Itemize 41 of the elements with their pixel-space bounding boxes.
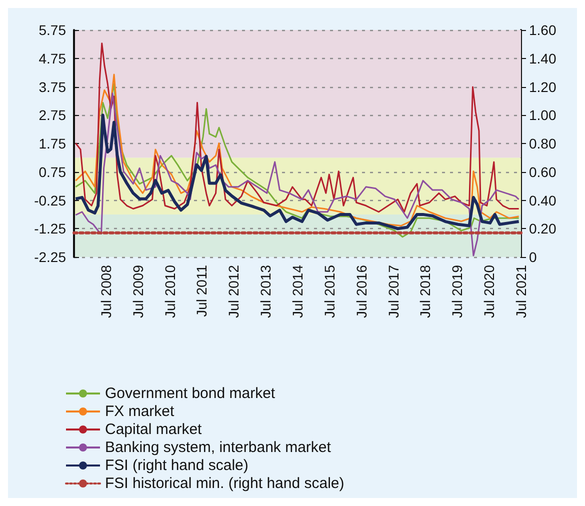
y2-tick-label: 0.20 bbox=[529, 220, 556, 237]
legend-label: FSI historical min. (right hand scale) bbox=[105, 475, 344, 492]
x-tick-label: Jul 2020 bbox=[481, 264, 498, 318]
y-tick-label: -2.25 bbox=[34, 249, 66, 265]
y-tick-label: 5.75 bbox=[38, 22, 66, 38]
legend-label: FX market bbox=[105, 403, 176, 420]
y2-tick-label: 0.80 bbox=[529, 136, 556, 152]
x-tick-label: Jul 2021 bbox=[513, 264, 529, 318]
x-tick-label: Jul 2016 bbox=[353, 264, 370, 318]
y2-tick-label: 1.60 bbox=[529, 22, 556, 38]
y-tick-label: 3.75 bbox=[38, 78, 66, 95]
line-series bbox=[74, 114, 520, 230]
line-series bbox=[74, 92, 520, 256]
legend-label: Capital market bbox=[105, 421, 203, 438]
x-tick-label: Jul 2013 bbox=[258, 264, 274, 318]
legend-label: Banking system, interbank market bbox=[105, 439, 332, 456]
legend-label: Government bond market bbox=[105, 385, 276, 402]
x-tick-label: Jul 2019 bbox=[449, 264, 466, 318]
y-tick-label: -1.25 bbox=[34, 220, 66, 237]
y-tick-label: 2.75 bbox=[38, 107, 66, 124]
x-tick-label: Jul 2017 bbox=[385, 264, 402, 318]
y2-tick-label: 1.40 bbox=[529, 50, 556, 66]
y2-tick-label: 1.00 bbox=[529, 107, 556, 124]
x-tick-label: Jul 2009 bbox=[130, 264, 146, 318]
y2-tick-label: 0.40 bbox=[529, 192, 556, 208]
x-tick-label: Jul 2018 bbox=[417, 264, 434, 318]
x-tick-label: Jul 2015 bbox=[321, 264, 338, 318]
legend-label: FSI (right hand scale) bbox=[105, 457, 248, 474]
x-tick-label: Jul 2011 bbox=[194, 264, 210, 317]
y-tick-label: 1.75 bbox=[38, 136, 66, 152]
line-series bbox=[74, 42, 520, 213]
y-tick-label: 0.75 bbox=[38, 164, 66, 180]
x-tick-label: Jul 2012 bbox=[226, 264, 242, 318]
y-tick-label: 4.75 bbox=[38, 50, 66, 66]
x-tick-label: Jul 2008 bbox=[98, 264, 114, 318]
y2-tick-label: 1.20 bbox=[529, 78, 556, 95]
x-tick-label: Jul 2014 bbox=[290, 264, 306, 318]
x-tick-label: Jul 2010 bbox=[162, 264, 178, 318]
y2-tick-label: 0.60 bbox=[529, 164, 556, 180]
y-tick-label: -0.25 bbox=[34, 192, 66, 208]
y2-tick-label: 0 bbox=[529, 249, 537, 265]
